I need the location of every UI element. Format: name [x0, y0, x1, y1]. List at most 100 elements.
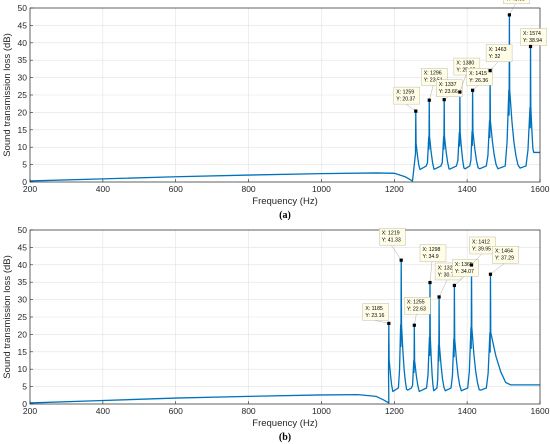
data-tip-leader	[374, 320, 389, 324]
y-tick-label: 35	[18, 277, 28, 287]
y-tick-label: 45	[18, 20, 28, 30]
y-axis-label: Sound transmission loss (dB)	[2, 33, 13, 157]
x-tick-label: 800	[241, 184, 255, 194]
data-tip-y: Y: 48.03	[506, 0, 525, 2]
chart-panel-a: 200 400 600 800 1000 1200 1400 1600 0 5 10 15 20 25 30…	[2, 0, 550, 221]
data-tip-x: X: 1337	[439, 82, 457, 88]
x-tick-label: 1600	[531, 406, 550, 416]
peak-marker	[458, 90, 462, 94]
data-tip-box	[492, 246, 519, 264]
data-tip-x: X: 1185	[365, 306, 383, 312]
y-tick-label: 35	[18, 55, 28, 65]
x-tick-label: 1400	[458, 406, 477, 416]
x-tick-label: 800	[241, 406, 255, 416]
peak-marker	[488, 69, 492, 73]
x-tick-label: 600	[169, 184, 183, 194]
stl-series-line	[29, 14, 540, 182]
data-tip-x: X: 1298	[422, 247, 440, 253]
data-tip-x: X: 1323	[438, 265, 456, 271]
data-tip-leader	[509, 3, 516, 15]
data-tip-leader	[438, 279, 448, 298]
y-tick-label: 25	[18, 312, 28, 322]
data-tip-box	[404, 297, 431, 315]
y-tick-label: 40	[18, 260, 28, 270]
y-tick-label: 10	[18, 364, 28, 374]
data-tip-box	[379, 227, 406, 246]
data-tip-y: Y: 23.66	[439, 89, 458, 95]
y-tick-label: 25	[18, 90, 28, 100]
data-tip-box	[419, 244, 447, 262]
x-tick-label: 1200	[385, 406, 404, 416]
peak-marker	[442, 98, 446, 102]
peak-marker	[387, 321, 391, 326]
data-tip-x: X: 1365	[455, 262, 473, 268]
panel-label: (a)	[279, 210, 291, 221]
data-tip-y: Y: 41.33	[382, 238, 401, 244]
peak-marker	[437, 295, 441, 299]
data-tip-x: X: 1463	[489, 47, 507, 53]
y-tick-label: 10	[18, 142, 28, 152]
data-tip-leader	[471, 253, 482, 266]
data-tip-box	[393, 86, 420, 105]
data-tip-x: X: 1380	[456, 61, 474, 67]
x-tick-label: 1000	[312, 184, 331, 194]
data-tip-y: Y: 23.16	[365, 313, 384, 319]
data-tip-y: Y: 39.95	[472, 246, 491, 252]
y-tick-label: 45	[18, 242, 28, 252]
y-tick-label: 30	[18, 73, 28, 83]
data-tip-leader	[490, 263, 505, 275]
x-tick-label: 400	[96, 406, 110, 416]
y-tick-label: 0	[22, 399, 27, 409]
data-tip[interactable]: X: 1516Y: 48.03	[503, 0, 530, 17]
y-tick-label: 40	[18, 38, 28, 48]
peak-marker	[488, 272, 493, 276]
data-tip-y: Y: 23.51	[424, 78, 443, 84]
data-tip-x: X: 1574	[523, 31, 541, 37]
y-tick-label: 50	[18, 3, 28, 13]
data-tip-box	[485, 44, 513, 62]
data-tip-leader	[414, 314, 417, 326]
data-tip-y: Y: 34.07	[455, 269, 474, 275]
x-tick-label: 1600	[531, 184, 550, 194]
peak-marker	[452, 283, 456, 288]
peak-marker	[471, 88, 475, 92]
y-tick-label: 0	[22, 177, 27, 187]
y-tick-label: 5	[22, 382, 27, 392]
y-axis-label: Sound transmission loss (dB)	[2, 255, 13, 379]
data-tip-x: X: 1219	[382, 231, 400, 237]
peak-marker	[528, 44, 533, 49]
x-tick-label: 600	[169, 406, 183, 416]
x-tick-label: 1400	[458, 184, 477, 194]
data-tip-y: Y: 26.36	[469, 78, 488, 84]
data-tip-y: Y: 34.9	[422, 254, 438, 260]
data-tip-x: X: 1415	[469, 71, 487, 77]
data-tip-x: X: 1259	[396, 90, 414, 96]
peak-marker	[507, 13, 511, 17]
y-tick-label: 20	[18, 107, 28, 117]
y-tick-label: 20	[18, 329, 28, 339]
peak-marker	[399, 258, 403, 262]
data-tip-box	[503, 0, 530, 5]
data-tip-leader	[405, 103, 416, 112]
x-tick-label: 200	[23, 184, 37, 194]
data-tip-y: Y: 38.94	[523, 38, 542, 44]
x-tick-label: 1200	[385, 184, 404, 194]
peak-marker	[414, 109, 418, 113]
x-tick-label: 1000	[312, 406, 331, 416]
data-tip-y: Y: 32	[489, 54, 501, 60]
data-tip-leader	[429, 261, 433, 283]
x-axis-label: Frequency (Hz)	[252, 196, 317, 207]
data-tip-leader	[429, 85, 434, 101]
